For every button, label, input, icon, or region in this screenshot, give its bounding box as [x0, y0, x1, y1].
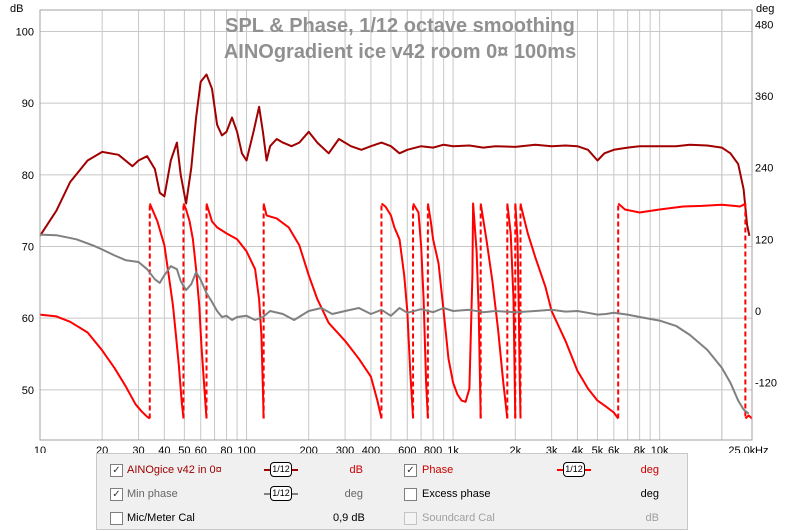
excess-phase-label: Excess phase — [422, 488, 491, 500]
phase-smoothing-value: 1/12 — [563, 462, 585, 477]
phase-line-segment — [182, 203, 208, 419]
x-tick-label: 2k — [509, 445, 521, 453]
x-tick-label: 40 — [158, 445, 170, 453]
mic-cal-label: Mic/Meter Cal — [127, 512, 195, 524]
x-axis-unit-label: Hz — [755, 445, 768, 453]
phase-line-segment — [617, 202, 746, 214]
phase-line-segment — [205, 203, 265, 419]
phase-smoothing-button[interactable]: 1/12 — [557, 462, 591, 477]
x-tick-label: 8k — [634, 445, 646, 453]
phase-label: Phase — [422, 464, 454, 476]
phase-line-segment — [39, 313, 151, 420]
phase-line-segment — [519, 203, 620, 420]
y-tick-label-right: 120 — [755, 234, 773, 246]
min-phase-checkbox[interactable]: ✓ — [110, 488, 123, 501]
chart-title: SPL & Phase, 1/12 octave smoothing — [225, 15, 575, 37]
x-tick-label: 50 — [178, 445, 190, 453]
x-tick-label: 100 — [237, 445, 255, 453]
y-tick-label-left: 100 — [16, 27, 34, 39]
plot-area — [40, 10, 752, 440]
spl-line — [39, 73, 751, 237]
y-tick-label-left: 50 — [22, 385, 34, 397]
legend-row-cal: Mic/Meter Cal 0,9 dB Soundcard Cal dB — [97, 507, 687, 531]
x-tick-label: 3k — [546, 445, 558, 453]
x-tick-label: 6k — [608, 445, 620, 453]
min-phase-smoothing-value: 1/12 — [270, 486, 292, 501]
soundcard-cal-label: Soundcard Cal — [422, 512, 495, 524]
phase-line-segment — [426, 202, 482, 419]
phase-checkbox[interactable]: ✓ — [404, 464, 417, 477]
x-tick-label: 300 — [336, 445, 354, 453]
spl-smoothing-value: 1/12 — [270, 462, 292, 477]
y-tick-label-left: 90 — [22, 98, 34, 110]
y-axis-left-label: dB — [10, 3, 23, 15]
phase-line-segment — [148, 203, 185, 419]
legend-row-min-phase: ✓ Min phase 1/12 deg Excess phase deg — [97, 483, 687, 507]
x-tick-label: 25,0k — [728, 445, 755, 453]
x-tick-label: 1k — [447, 445, 459, 453]
mic-cal-checkbox[interactable] — [110, 512, 123, 525]
y-tick-label-right: 240 — [755, 163, 773, 175]
phase-line-segment — [380, 202, 415, 419]
y-axis-right-label: deg — [756, 3, 774, 15]
chart-subtitle: AINOgradient ice v42 room 0¤ 100ms — [224, 41, 576, 63]
x-tick-label: 4k — [572, 445, 584, 453]
mic-cal-value: 0,9 dB — [333, 512, 365, 524]
y-tick-label-left: 80 — [22, 170, 34, 182]
x-tick-label: 80 — [220, 445, 232, 453]
spl-checkbox[interactable]: ✓ — [110, 464, 123, 477]
min-phase-smoothing-button[interactable]: 1/12 — [264, 486, 298, 501]
plot-frame — [39, 9, 753, 441]
x-tick-label: 5k — [592, 445, 604, 453]
phase-unit: deg — [640, 464, 659, 476]
x-tick-label: 600 — [398, 445, 416, 453]
x-tick-label: 800 — [424, 445, 442, 453]
x-tick-label: 10 — [34, 445, 46, 453]
min-phase-label: Min phase — [127, 488, 178, 500]
spl-label: AINOgice v42 in 0¤ — [127, 464, 222, 476]
excess-phase-unit: deg — [640, 488, 659, 500]
soundcard-cal-unit: dB — [645, 512, 659, 524]
min-phase-line — [39, 233, 750, 415]
phase-line-segment — [744, 414, 753, 420]
excess-phase-checkbox[interactable] — [404, 488, 417, 501]
x-tick-label: 20 — [96, 445, 108, 453]
x-tick-label: 400 — [362, 445, 380, 453]
phase-line-segment — [262, 203, 383, 419]
spl-unit: dB — [349, 464, 363, 476]
x-tick-label: 60 — [195, 445, 207, 453]
y-tick-label-left: 70 — [22, 242, 34, 254]
y-tick-label-right: -120 — [755, 378, 777, 390]
y-tick-label-right: 360 — [755, 91, 773, 103]
legend-panel: ✓ AINOgice v42 in 0¤ 1/12 dB ✓ Phase 1/1… — [96, 453, 688, 530]
legend-row-spl: ✓ AINOgice v42 in 0¤ 1/12 dB ✓ Phase 1/1… — [97, 459, 687, 483]
y-tick-label-right: 0 — [755, 306, 761, 318]
series-group — [39, 73, 753, 420]
grid-lines — [39, 10, 752, 440]
x-tick-label: 200 — [300, 445, 318, 453]
spl-smoothing-button[interactable]: 1/12 — [264, 462, 298, 477]
x-tick-label: 30 — [132, 445, 144, 453]
x-tick-label: 10k — [651, 445, 669, 453]
phase-line-segment — [412, 202, 429, 419]
phase-line-segment — [479, 203, 509, 419]
y-tick-label-left: 60 — [22, 313, 34, 325]
y-tick-label-right: 480 — [755, 19, 773, 31]
soundcard-cal-checkbox — [404, 512, 417, 525]
min-phase-unit: deg — [344, 488, 363, 500]
